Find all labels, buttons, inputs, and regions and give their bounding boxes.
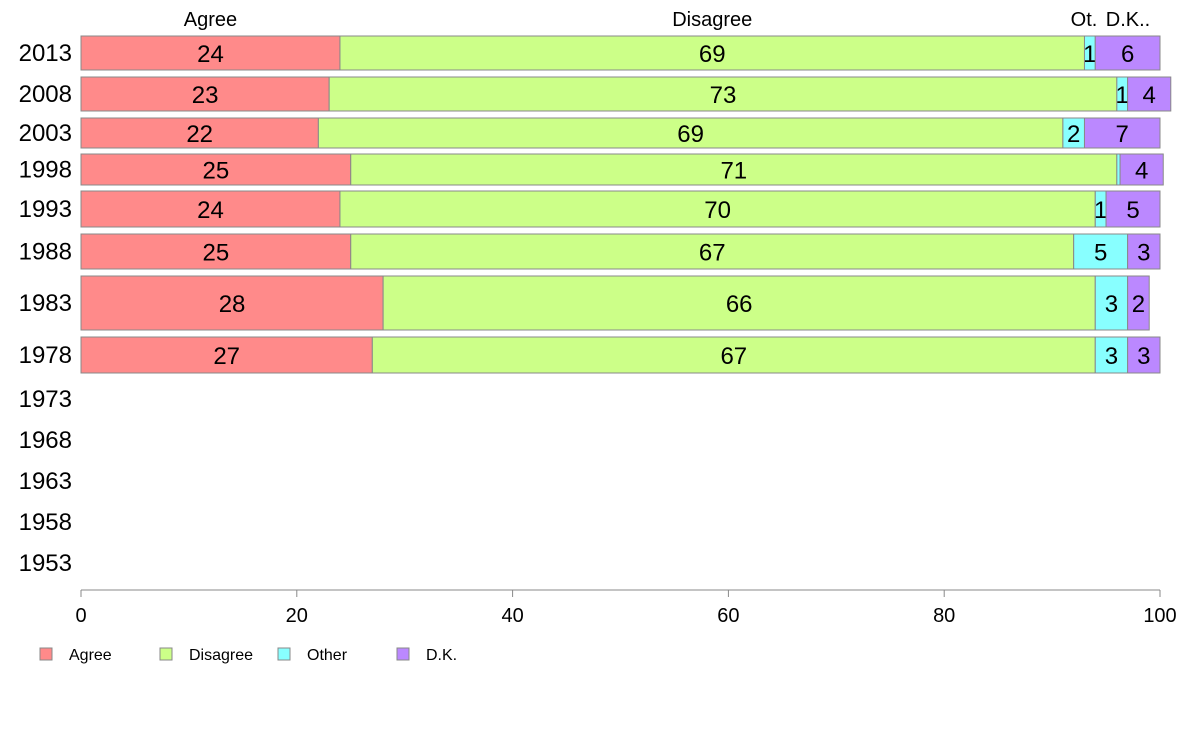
bar-agree-1983	[80, 275, 384, 331]
data-label-dk-2013: 6	[1121, 41, 1134, 68]
year-label-1993: 1993	[19, 196, 72, 223]
bar-agree-2003	[80, 117, 319, 149]
data-label-agree-1978: 27	[213, 343, 240, 370]
year-label-1978: 1978	[19, 342, 72, 369]
year-label-1988: 1988	[19, 239, 72, 266]
bar-disagree-1988	[350, 233, 1075, 270]
column-header-0: Agree	[184, 9, 237, 31]
data-label-disagree-1998: 71	[720, 158, 747, 185]
bar-disagree-1998	[350, 153, 1118, 186]
year-label-1968: 1968	[19, 427, 72, 454]
data-label-agree-2008: 23	[192, 82, 219, 109]
x-tick-label-0: 0	[75, 605, 86, 627]
x-tick-label-20: 20	[286, 605, 308, 627]
data-label-agree-1983: 28	[219, 291, 246, 318]
year-label-1958: 1958	[19, 509, 72, 536]
column-header-3: D.K..	[1106, 9, 1150, 31]
bar-disagree-1978	[371, 336, 1096, 374]
year-label-1963: 1963	[19, 468, 72, 495]
data-label-disagree-1988: 67	[699, 240, 726, 267]
bar-disagree-2003	[317, 117, 1064, 149]
bar-dk-1978	[1127, 336, 1161, 374]
data-label-disagree-1978: 67	[720, 343, 747, 370]
data-label-dk-1978: 3	[1137, 343, 1150, 370]
legend-label-other: Other	[307, 647, 348, 664]
bar-dk-1993	[1105, 190, 1161, 228]
data-label-other-1988: 5	[1094, 240, 1107, 267]
x-tick-label-80: 80	[933, 605, 955, 627]
bar-disagree-2013	[339, 35, 1085, 71]
data-label-disagree-2008: 73	[710, 82, 737, 109]
legend-swatch-dk	[396, 647, 410, 661]
data-label-dk-1993: 5	[1126, 197, 1139, 224]
column-header-1: Disagree	[672, 9, 752, 31]
data-label-dk-2008: 4	[1143, 82, 1156, 109]
bar-other-1988	[1073, 233, 1129, 270]
data-label-other-1978: 3	[1105, 343, 1118, 370]
data-label-disagree-2013: 69	[699, 41, 726, 68]
bar-disagree-2008	[328, 76, 1118, 112]
legend: Agree Disagree Other D.K.	[39, 647, 457, 664]
data-label-other-2013: 1	[1083, 41, 1096, 68]
bar-disagree-1983	[382, 275, 1096, 331]
bar-dk-1988	[1127, 233, 1161, 270]
data-label-dk-2003: 7	[1116, 121, 1129, 148]
data-label-agree-2013: 24	[197, 41, 224, 68]
data-label-disagree-1993: 70	[704, 197, 731, 224]
x-tick-label-60: 60	[717, 605, 739, 627]
data-label-agree-1993: 24	[197, 197, 224, 224]
x-axis: 0 20 40 60 80 100	[75, 589, 1177, 627]
year-label-1973: 1973	[19, 386, 72, 413]
legend-swatch-other	[277, 647, 291, 661]
bar-other-1983	[1094, 275, 1129, 331]
bar-agree-1988	[80, 233, 352, 270]
column-header-2: Ot.	[1071, 9, 1098, 31]
bar-agree-1993	[80, 190, 341, 228]
year-label-1983: 1983	[19, 290, 72, 317]
data-label-other-1993: 1	[1094, 197, 1107, 224]
year-axis-labels: 2013 2008 2003 1998 1993 1988 1983 1978 1973 1968…	[19, 40, 72, 577]
year-label-1998: 1998	[19, 157, 72, 184]
data-label-other-2003: 2	[1067, 121, 1080, 148]
legend-label-dk: D.K.	[426, 647, 457, 664]
bar-dk-2008	[1127, 76, 1172, 112]
data-label-other-1983: 3	[1105, 291, 1118, 318]
data-label-dk-1983: 2	[1132, 291, 1145, 318]
bar-agree-1978	[80, 336, 373, 374]
bar-dk-1983	[1127, 275, 1150, 331]
column-header-labels: Agree Disagree Ot. D.K..	[184, 9, 1150, 31]
data-label-agree-2003: 22	[186, 121, 213, 148]
year-label-2013: 2013	[19, 40, 72, 67]
legend-swatch-disagree	[159, 647, 173, 661]
x-tick-label-100: 100	[1143, 605, 1176, 627]
data-label-disagree-2003: 69	[677, 121, 704, 148]
bars: 24 69 1 623 73 1 422 69 2 725 71 424 70 1 525 67 5 328 66 3…	[80, 35, 1172, 374]
legend-label-agree: Agree	[69, 647, 112, 664]
bar-dk-2013	[1094, 35, 1161, 71]
legend-swatch-agree	[39, 647, 53, 661]
legend-label-disagree: Disagree	[189, 647, 253, 664]
x-tick-label-40: 40	[501, 605, 523, 627]
bar-agree-1998	[80, 153, 352, 186]
data-label-dk-1988: 3	[1137, 240, 1150, 267]
bar-dk-2003	[1083, 117, 1161, 149]
year-label-2008: 2008	[19, 81, 72, 108]
bar-agree-2013	[80, 35, 341, 71]
data-label-agree-1988: 25	[203, 240, 230, 267]
bar-dk-1998	[1119, 153, 1164, 186]
year-label-2003: 2003	[19, 120, 72, 147]
data-label-agree-1998: 25	[203, 158, 230, 185]
data-label-dk-1998: 4	[1135, 158, 1148, 185]
year-label-1953: 1953	[19, 550, 72, 577]
data-label-other-2008: 1	[1116, 82, 1129, 109]
bar-other-1978	[1094, 336, 1129, 374]
bar-disagree-1993	[339, 190, 1096, 228]
data-label-disagree-1983: 66	[726, 291, 753, 318]
